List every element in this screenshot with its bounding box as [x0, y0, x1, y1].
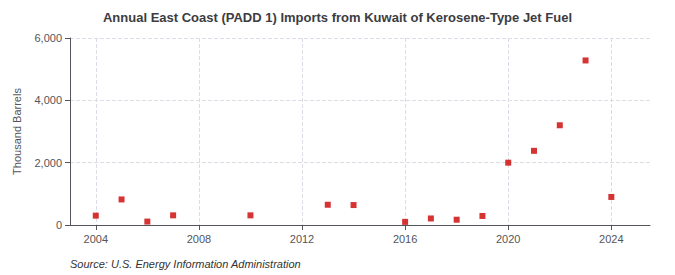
svg-text:6,000: 6,000: [34, 32, 62, 44]
svg-text:2012: 2012: [290, 233, 314, 245]
svg-text:Source: U.S. Energy Informatio: Source: U.S. Energy Information Administ…: [70, 258, 301, 270]
svg-text:2024: 2024: [599, 233, 623, 245]
svg-text:Thousand Barrels: Thousand Barrels: [11, 88, 23, 175]
svg-text:4,000: 4,000: [34, 94, 62, 106]
svg-text:2,000: 2,000: [34, 157, 62, 169]
svg-text:2008: 2008: [187, 233, 211, 245]
svg-text:Annual East Coast (PADD 1) Imp: Annual East Coast (PADD 1) Imports from …: [103, 10, 572, 25]
svg-text:2004: 2004: [84, 233, 108, 245]
svg-text:2020: 2020: [496, 233, 520, 245]
svg-text:0: 0: [56, 219, 62, 231]
svg-text:2016: 2016: [393, 233, 417, 245]
